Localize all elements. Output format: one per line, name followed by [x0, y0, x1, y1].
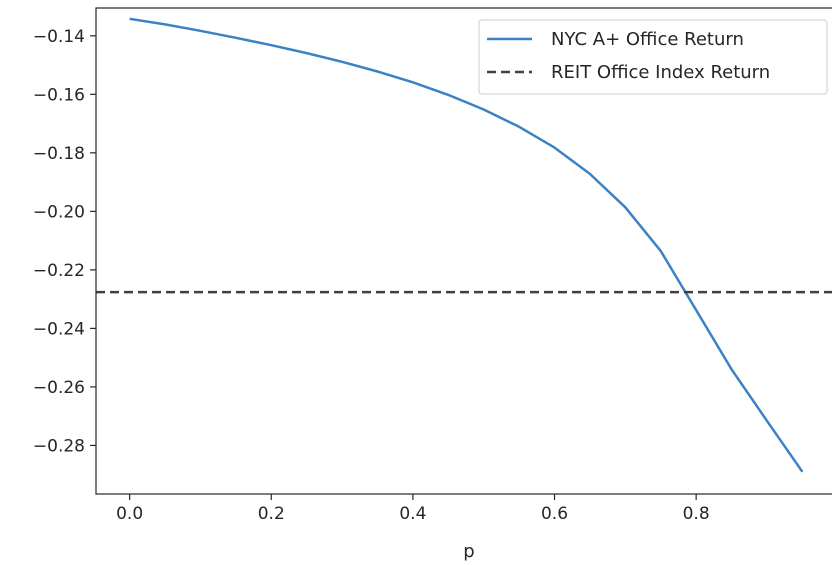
y-tick-label: −0.20	[33, 202, 85, 222]
legend-label-nyc: NYC A+ Office Return	[551, 29, 744, 50]
x-tick-label: 0.6	[541, 504, 568, 524]
y-tick-label: −0.24	[33, 319, 85, 339]
y-tick-label: −0.26	[33, 378, 85, 398]
y-tick-label: −0.28	[33, 436, 85, 456]
axes-frame	[95, 7, 832, 495]
axis-ticks: 0.0 0.2 0.4 0.6 0.8 −0.14 −0.16 −0.18 −0.20 −0.22…	[33, 27, 710, 524]
plot-area	[96, 17, 832, 473]
legend: NYC A+ Office Return REIT Office Index R…	[478, 19, 828, 95]
x-tick-label: 0.4	[399, 504, 426, 524]
series-line-nyc	[129, 17, 804, 473]
y-tick-label: −0.22	[33, 261, 85, 281]
y-tick-label: −0.18	[33, 144, 85, 164]
x-axis-label: p	[463, 541, 474, 562]
x-tick-label: 0.2	[258, 504, 285, 524]
x-tick-label: 0.0	[116, 504, 143, 524]
y-tick-label: −0.14	[33, 27, 85, 47]
legend-label-reit: REIT Office Index Return	[551, 62, 770, 83]
legend-box	[478, 19, 828, 95]
x-tick-label: 0.8	[683, 504, 710, 524]
y-tick-label: −0.16	[33, 85, 85, 105]
